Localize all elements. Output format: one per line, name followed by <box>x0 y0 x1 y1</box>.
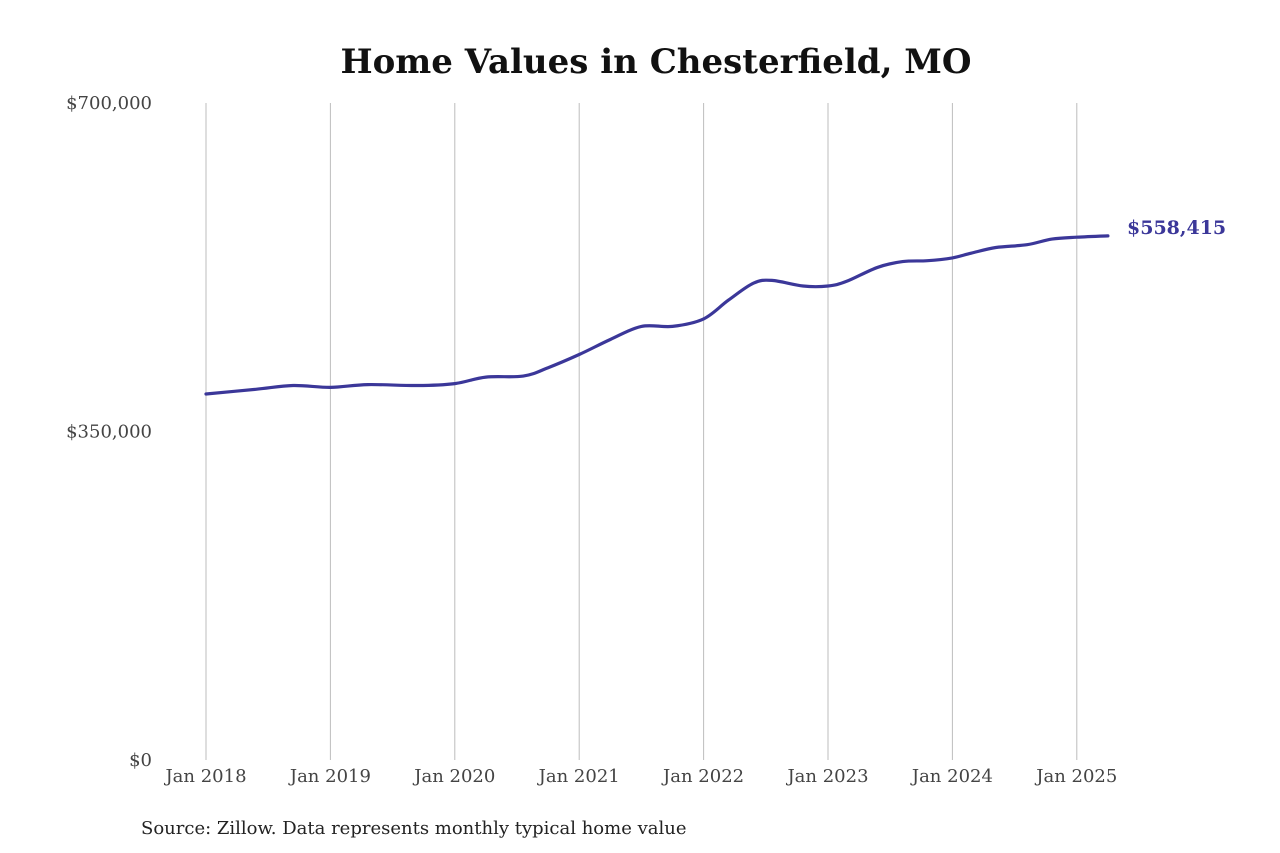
x-axis-tick-labels: Jan 2018 Jan 2019 Jan 2020 Jan 2021 Jan 2022… <box>163 766 1117 787</box>
y-axis-tick-labels: $0 $350,000 $700,000 <box>66 93 152 771</box>
home-value-line <box>204 234 1110 396</box>
x-tick-label: Jan 2022 <box>661 766 744 787</box>
source-note: Source: Zillow. Data represents monthly … <box>141 818 687 839</box>
series-lines <box>204 234 1110 396</box>
y-tick-label: $0 <box>129 750 152 771</box>
x-tick-label: Jan 2023 <box>785 766 868 787</box>
last-value-label: $558,415 <box>1127 217 1226 239</box>
x-tick-label: Jan 2020 <box>412 766 495 787</box>
x-tick-label: Jan 2021 <box>537 766 620 787</box>
x-tick-label: Jan 2024 <box>910 766 993 787</box>
chart-title: Home Values in Chesterfield, MO <box>340 42 971 82</box>
x-tick-label: Jan 2018 <box>163 766 246 787</box>
x-tick-label: Jan 2025 <box>1034 766 1117 787</box>
y-tick-label: $350,000 <box>66 422 152 443</box>
y-tick-label: $700,000 <box>66 93 152 114</box>
x-tick-label: Jan 2019 <box>288 766 371 787</box>
gridlines <box>205 103 1078 760</box>
